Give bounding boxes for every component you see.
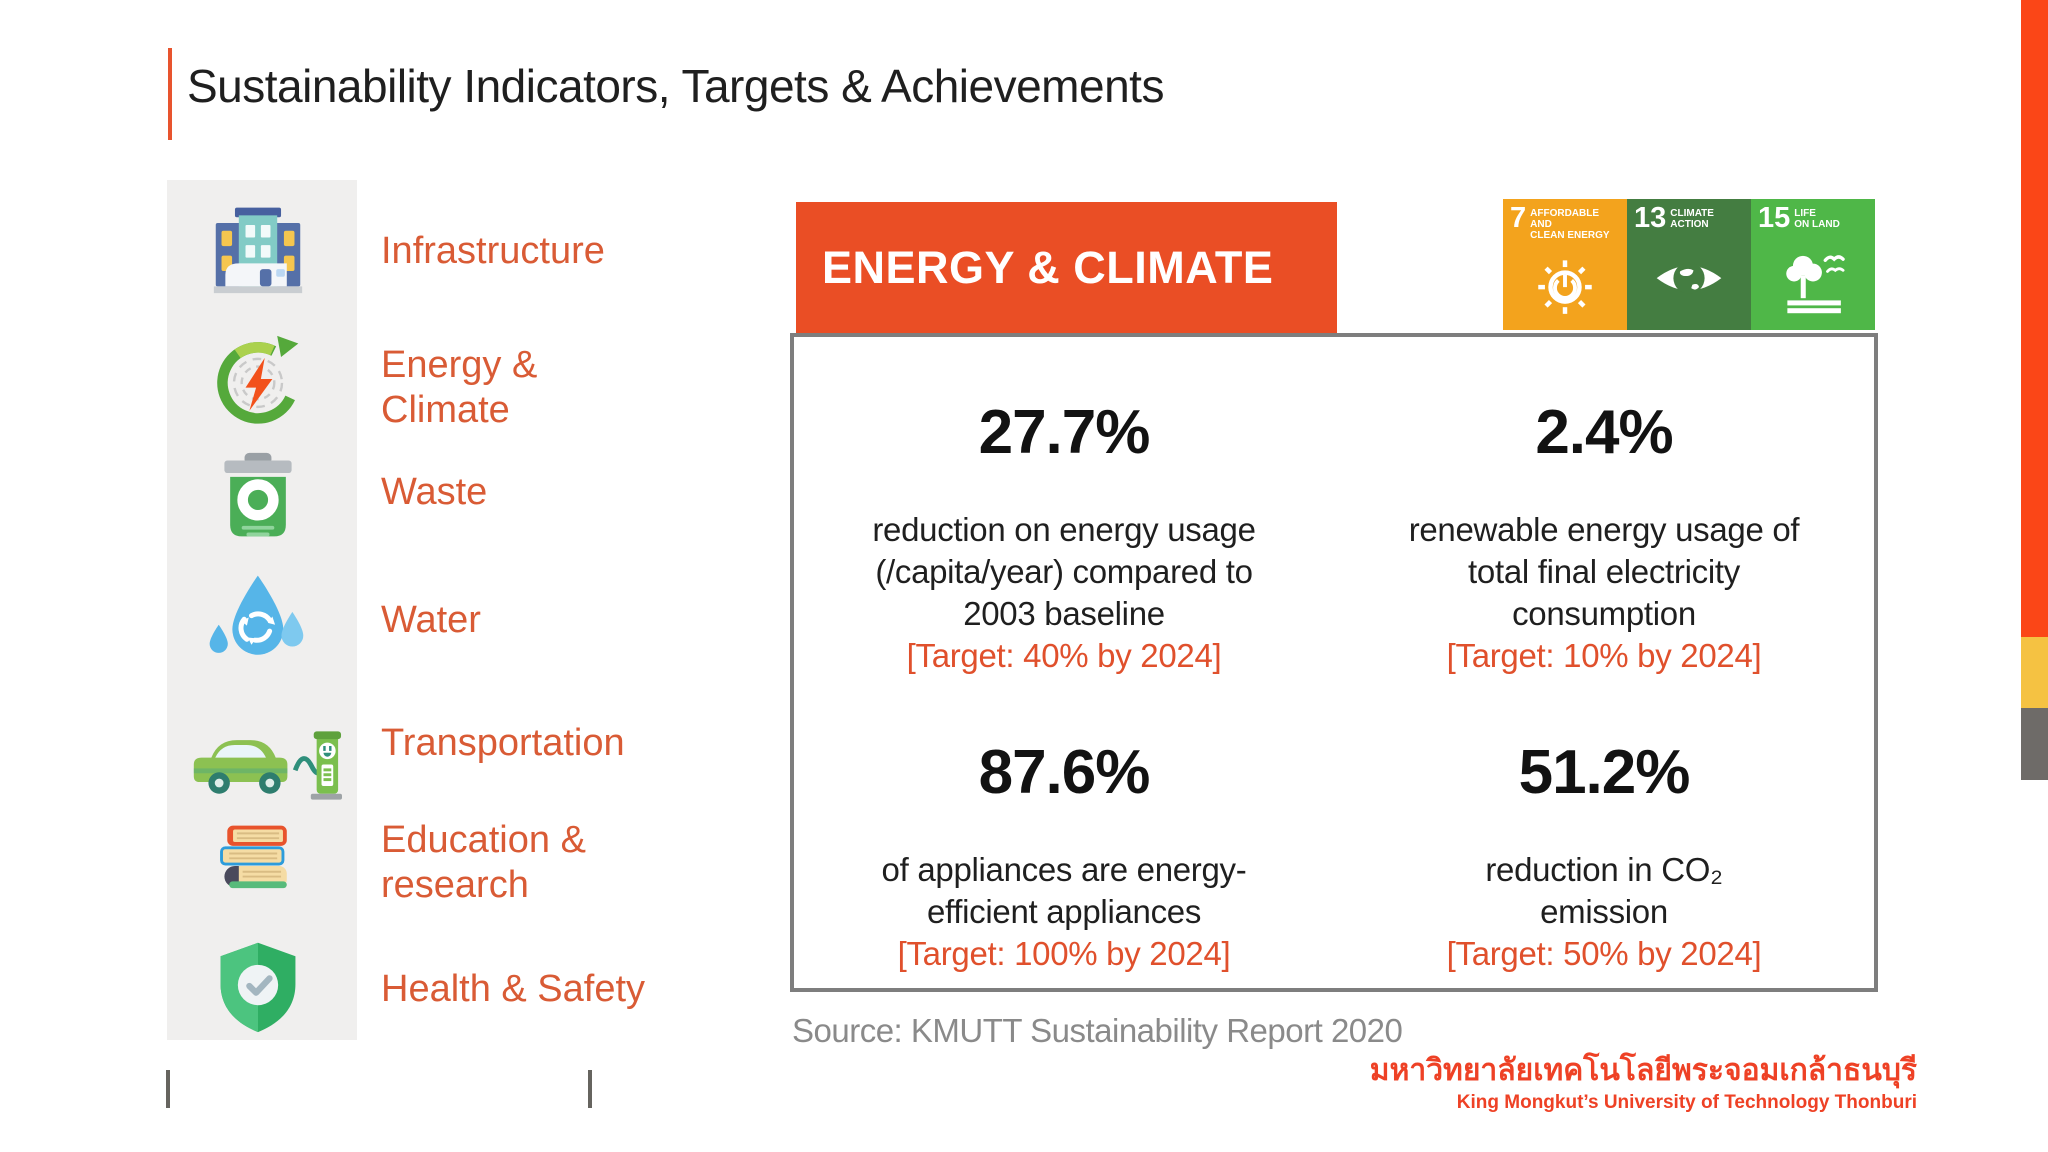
stat-renewable-energy: 2.4% renewable energy usage of total fin… (1334, 337, 1874, 677)
sidebar-item-waste: Waste (381, 471, 488, 513)
stat-description: reduction on energy usage (/capita/year)… (872, 511, 1256, 632)
stat-efficient-appliances: 87.6% of appliances are energy-efficient… (794, 677, 1334, 988)
stat-value: 51.2% (1518, 738, 1691, 807)
sdg13-title: CLIMATE ACTION (1670, 208, 1714, 230)
electric-car-icon (186, 706, 342, 804)
stat-description: of appliances are energy-efficient appli… (881, 851, 1247, 930)
sun-power-icon (1538, 260, 1592, 314)
books-icon (210, 818, 306, 906)
sidebar-item-education-research: Education & research (381, 819, 586, 906)
source-note: Source: KMUTT Sustainability Report 2020 (792, 1012, 1403, 1049)
stat-value: 2.4% (1535, 398, 1673, 467)
sdg-tile-15: 15 LIFE ON LAND (1751, 199, 1875, 330)
category-header-label: ENERGY & CLIMATE (822, 241, 1274, 293)
stat-target: [Target: 100% by 2024] (897, 935, 1231, 972)
sdg-tile-7: 7 AFFORDABLE AND CLEAN ENERGY (1503, 199, 1627, 330)
stat-target: [Target: 10% by 2024] (1446, 637, 1762, 674)
title-accent-bar (168, 48, 172, 140)
sidebar-item-health-safety: Health & Safety (381, 968, 646, 1010)
footer-mark-left (166, 1070, 170, 1108)
climate-eye-globe-icon (1656, 262, 1722, 294)
university-logo: มหาวิทยาลัยเทคโนโลยีพระจอมเกล้าธนบุรี Ki… (1370, 1053, 1917, 1115)
sdg15-title: LIFE ON LAND (1794, 208, 1840, 230)
sdg13-number: 13 (1634, 202, 1667, 234)
sidebar-item-infrastructure: Infrastructure (381, 230, 605, 272)
university-name-english: King Mongkut’s University of Technology … (1456, 1092, 1917, 1113)
tree-land-icon (1786, 255, 1845, 314)
page-title: Sustainability Indicators, Targets & Ach… (187, 60, 1164, 112)
stat-value: 87.6% (978, 738, 1151, 807)
sidebar-item-water: Water (381, 599, 481, 641)
edge-bar-yellow (2021, 637, 2048, 708)
stat-co2-reduction: 51.2% reduction in CO₂ emission [Target:… (1334, 677, 1874, 988)
shield-check-icon (210, 938, 306, 1034)
edge-bar-orange (2021, 0, 2048, 637)
stat-target: [Target: 40% by 2024] (906, 637, 1222, 674)
stat-energy-reduction: 27.7% reduction on energy usage (/capita… (794, 337, 1334, 677)
stat-description: reduction in CO₂ emission (1485, 851, 1723, 930)
university-name-thai: มหาวิทยาลัยเทคโนโลยีพระจอมเกล้าธนบุรี (1369, 1054, 1917, 1087)
edge-bar-gray (2021, 708, 2048, 780)
sdg7-number: 7 (1510, 202, 1527, 234)
building-icon (210, 200, 306, 296)
footer-mark-right (588, 1070, 592, 1108)
stat-description: renewable energy usage of total final el… (1408, 511, 1800, 632)
sdg-tile-13: 13 CLIMATE ACTION (1627, 199, 1751, 330)
sidebar-item-energy-climate: Energy & Climate (381, 344, 538, 431)
stat-target: [Target: 50% by 2024] (1446, 935, 1762, 972)
trash-bin-icon (210, 450, 306, 546)
sidebar-item-transportation: Transportation (381, 722, 625, 764)
stat-value: 27.7% (978, 398, 1151, 467)
energy-recycle-icon (210, 332, 306, 428)
stats-box: 27.7% reduction on energy usage (/capita… (790, 333, 1878, 992)
category-header: ENERGY & CLIMATE (796, 202, 1337, 333)
sdg-tile-row: 7 AFFORDABLE AND CLEAN ENERGY (1503, 199, 1875, 330)
sdg15-number: 15 (1758, 202, 1791, 234)
sdg7-title: AFFORDABLE AND CLEAN ENERGY (1530, 208, 1610, 241)
water-drops-icon (206, 572, 306, 663)
